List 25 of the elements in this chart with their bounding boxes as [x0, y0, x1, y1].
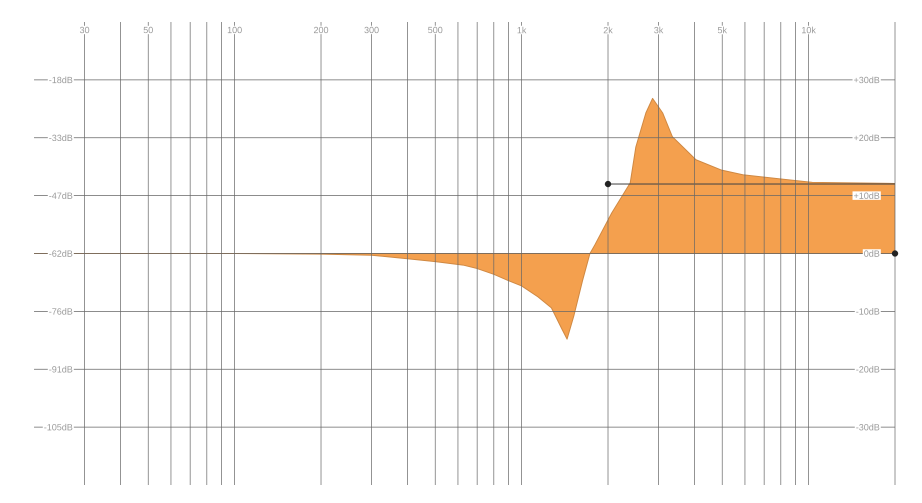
y2-tick-label: -10dB [856, 308, 880, 315]
x-tick-label: 30 [80, 26, 90, 34]
x-tick-label: 100 [228, 26, 242, 34]
y-tick-label: -33dB [49, 134, 72, 142]
x-tick-label: 300 [364, 26, 379, 34]
y2-tick-label: +10dB [854, 192, 880, 199]
y2-tick-label: 0dB [864, 250, 880, 257]
x-tick-label: 50 [144, 26, 153, 34]
x-tick-label: 1k [518, 26, 526, 34]
x-tick-label: 5k [718, 26, 727, 34]
x-tick-label: 500 [428, 26, 442, 34]
x-tick-label: 3k [654, 26, 664, 34]
y2-tick-label: -30dB [856, 424, 880, 430]
y2-tick-label: -20dB [856, 366, 880, 373]
x-tick-label: 10k [802, 26, 816, 34]
y-tick-label: -105dB [44, 424, 72, 430]
y-tick-label: -47dB [49, 192, 72, 199]
y-tick-label: -18dB [49, 76, 72, 84]
x-tick-label: 200 [314, 26, 328, 34]
y-tick-label: -76dB [49, 308, 72, 315]
x-tick-label: 2k [604, 26, 613, 34]
y2-tick-label: +30dB [854, 76, 880, 84]
y2-tick-label: +20dB [854, 134, 880, 142]
y-tick-label: -62dB [49, 250, 72, 257]
y-tick-label: -91dB [49, 366, 72, 373]
